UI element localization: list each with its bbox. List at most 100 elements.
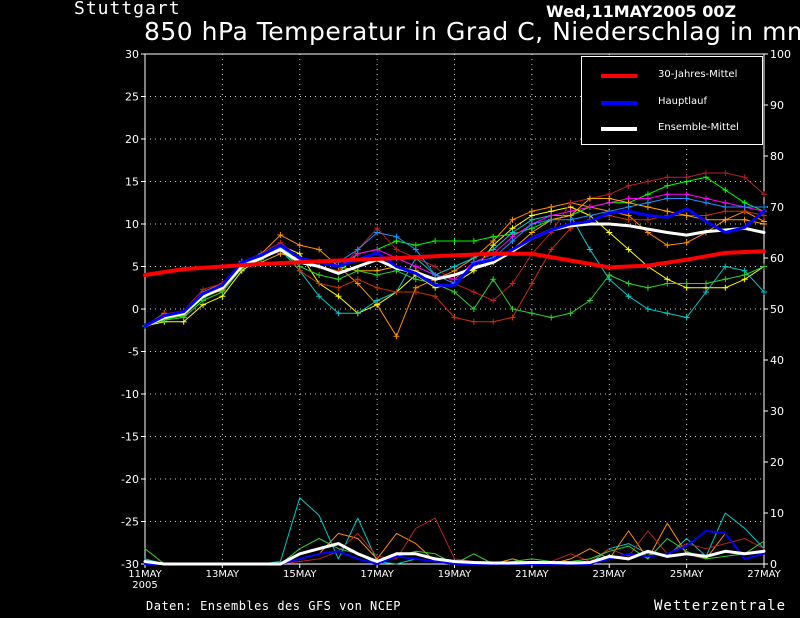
data-point [393, 233, 400, 240]
data-point [200, 297, 207, 304]
data-point [374, 297, 381, 304]
data-point [625, 293, 632, 300]
data-point [644, 284, 651, 291]
data-point [722, 204, 729, 210]
legend: 30-Jahres-Mittel Hauptlauf Ensemble-Mitt… [581, 56, 763, 145]
x-tick-label: 21MAY [515, 569, 549, 580]
data-point [412, 289, 419, 295]
x-year-label: 2005 [132, 580, 157, 591]
x-tick-label: 25MAY [670, 569, 704, 580]
data-point [586, 204, 593, 210]
data-point [606, 229, 613, 236]
data-source: Daten: Ensembles des GFS von NCEP [146, 599, 401, 613]
run-date: Wed,11MAY2005 00Z [546, 2, 737, 21]
data-point [702, 289, 709, 295]
data-point [722, 216, 729, 223]
y-left-tick-label: 0 [132, 303, 139, 316]
data-point [412, 246, 419, 253]
data-point [335, 276, 342, 283]
data-point [761, 289, 767, 295]
data-point [528, 310, 535, 317]
data-point [490, 318, 497, 325]
x-tick-label: 23MAY [592, 569, 626, 580]
data-point [393, 333, 400, 340]
data-point [316, 280, 323, 287]
y-left-tick-label: -15 [121, 431, 139, 444]
data-point [586, 246, 593, 253]
data-point [432, 238, 439, 244]
data-point [722, 187, 729, 193]
data-point [335, 310, 342, 317]
data-point [606, 272, 613, 278]
legend-swatch-main-run [601, 101, 637, 105]
data-point [683, 280, 690, 287]
data-point [664, 208, 671, 215]
data-point [586, 212, 593, 219]
data-point [490, 233, 497, 240]
y-left-tick-label: 20 [125, 133, 139, 146]
data-point [509, 280, 516, 287]
data-point [683, 314, 690, 321]
legend-swatch-climate [601, 74, 637, 78]
data-point [470, 318, 477, 325]
data-point [625, 216, 632, 223]
data-point [528, 221, 535, 227]
y-right-tick-label: 10 [770, 507, 784, 520]
data-point [664, 280, 671, 287]
y-left-tick-label: -30 [121, 558, 139, 571]
data-point [548, 314, 555, 321]
series-line-30-jahres-mittel [143, 249, 766, 277]
data-point [664, 174, 671, 181]
data-point [702, 280, 709, 287]
y-left-tick-label: -20 [121, 473, 139, 486]
y-right-tick-label: 20 [770, 456, 784, 469]
data-point [316, 293, 323, 300]
y-right-tick-label: 40 [770, 354, 784, 367]
y-left-tick-label: 15 [125, 176, 139, 189]
data-point [451, 314, 458, 321]
data-point [761, 221, 767, 227]
data-point [490, 276, 497, 283]
data-point [432, 293, 439, 300]
data-point [354, 276, 361, 283]
data-point [451, 289, 458, 295]
data-point [451, 263, 458, 270]
data-point [470, 306, 477, 312]
y-left-tick-label: 25 [125, 91, 139, 104]
y-right-tick-label: 80 [770, 150, 784, 163]
data-point [548, 216, 555, 223]
data-point [393, 246, 400, 253]
axes: -30 -25 -20 -15 -10 -5 0 5 10 15 20 25 30 0 10 20 30 40 50… [121, 48, 791, 591]
data-point [374, 272, 381, 278]
series-line-niederschlag-ensemble-mittel [143, 542, 766, 566]
data-point [277, 232, 284, 239]
data-point [683, 195, 690, 202]
data-point [335, 284, 342, 291]
data-point [741, 204, 748, 210]
y-right-tick-label: 90 [770, 99, 784, 112]
series-layer [142, 170, 767, 566]
data-point [316, 246, 323, 253]
data-point [761, 263, 767, 270]
data-point [664, 242, 671, 249]
data-point [644, 199, 651, 206]
data-point [741, 174, 748, 181]
data-point [470, 289, 477, 295]
data-point [374, 284, 381, 291]
y-left-tick-label: 5 [132, 261, 139, 274]
y-left-tick-label: -5 [128, 346, 139, 359]
data-point [432, 272, 439, 278]
data-point [567, 216, 574, 223]
data-point [509, 314, 516, 321]
legend-label-main-run: Hauptlauf [658, 96, 708, 107]
data-point [625, 182, 632, 189]
y-right-tick-label: 50 [770, 303, 784, 316]
data-point [683, 239, 690, 246]
data-point [296, 242, 303, 249]
y-right-tick-label: 100 [770, 48, 791, 61]
data-point [509, 216, 516, 223]
data-point [683, 212, 690, 219]
chart-title: 850 hPa Temperatur in Grad C, Niederschl… [144, 17, 800, 46]
x-tick-label: 13MAY [206, 569, 240, 580]
data-point [567, 310, 574, 317]
